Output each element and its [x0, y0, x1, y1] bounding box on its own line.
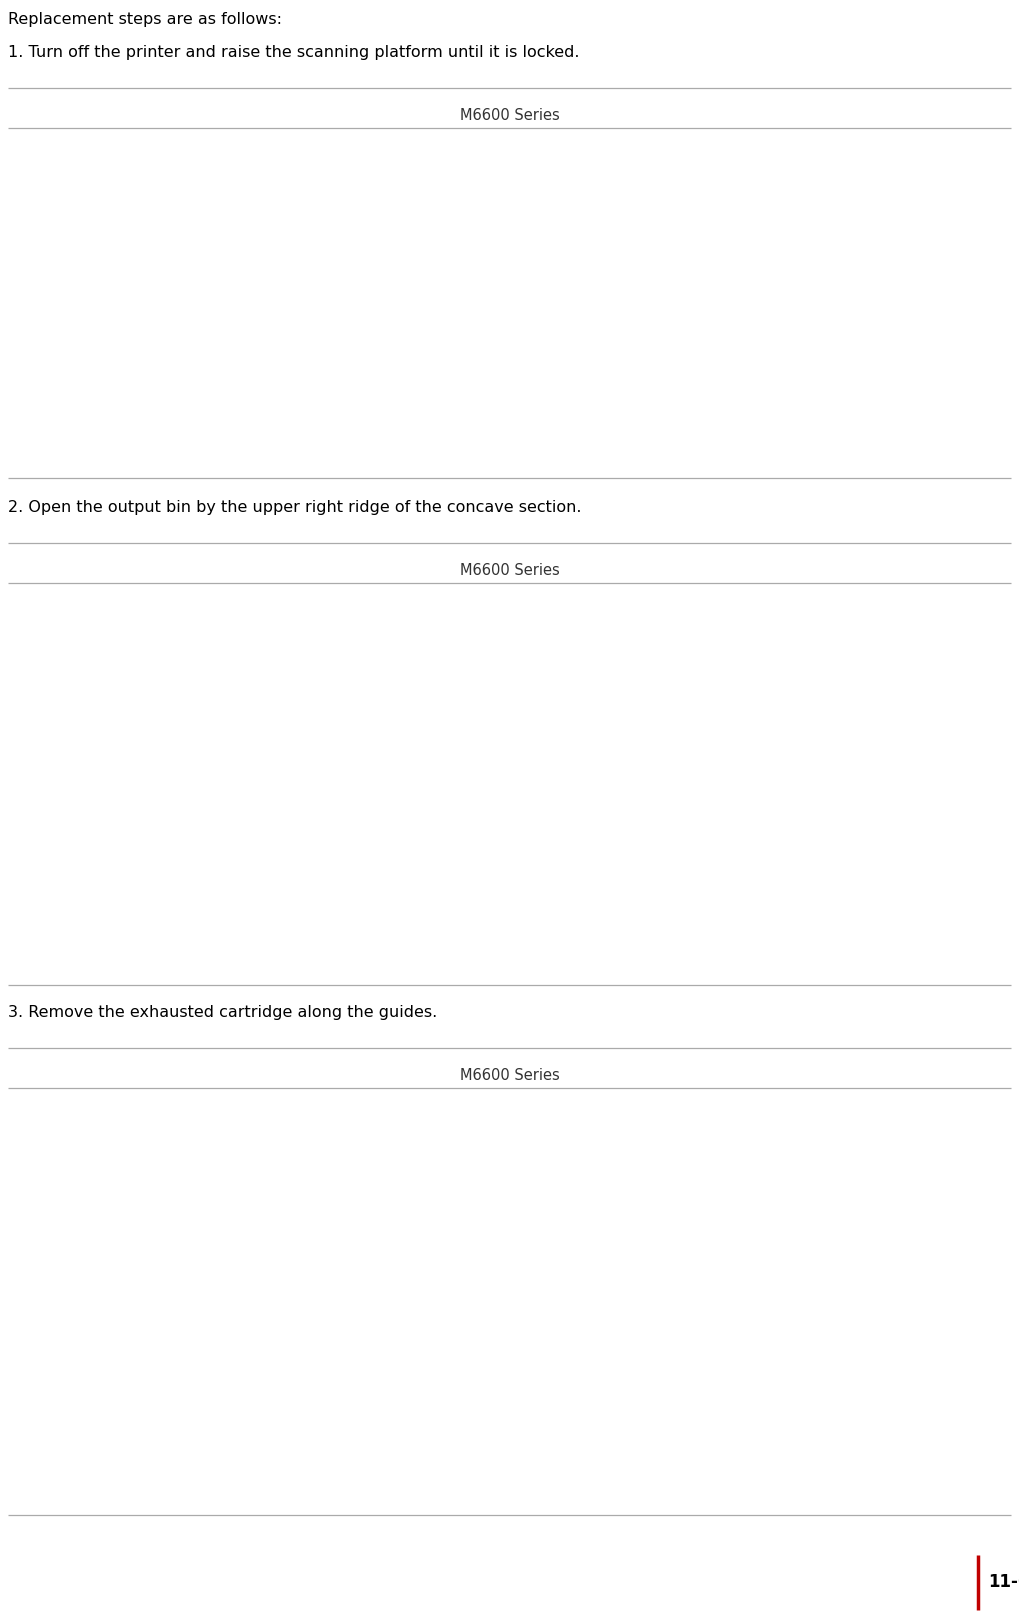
Text: 11-6: 11-6: [988, 1572, 1019, 1592]
Text: M6600 Series: M6600 Series: [460, 1068, 559, 1083]
Text: M6600 Series: M6600 Series: [460, 108, 559, 123]
Text: 2. Open the output bin by the upper right ridge of the concave section.: 2. Open the output bin by the upper righ…: [8, 499, 582, 516]
Text: 3. Remove the exhausted cartridge along the guides.: 3. Remove the exhausted cartridge along …: [8, 1005, 437, 1020]
Text: M6600 Series: M6600 Series: [460, 562, 559, 579]
Text: 1. Turn off the printer and raise the scanning platform until it is locked.: 1. Turn off the printer and raise the sc…: [8, 45, 580, 60]
Text: Replacement steps are as follows:: Replacement steps are as follows:: [8, 11, 282, 27]
